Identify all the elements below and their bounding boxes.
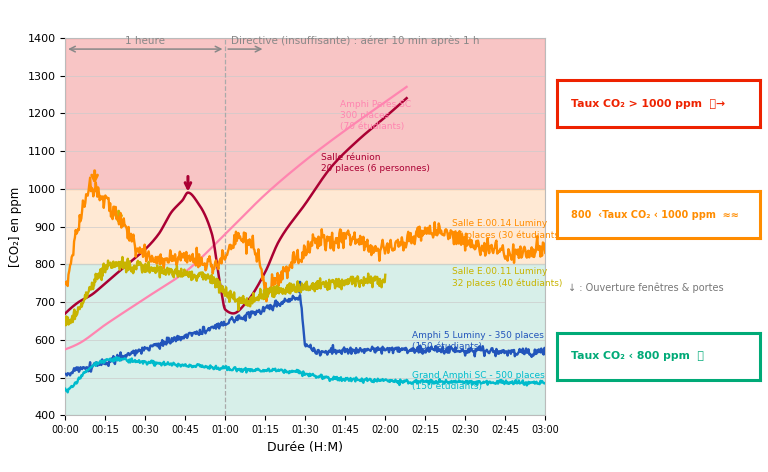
Text: Salle E.00.14 Luminy
20 places (30 étudiants): Salle E.00.14 Luminy 20 places (30 étudi… [452,219,562,240]
Bar [65,189,545,264]
Text: Directive (insuffisante) : aérer 10 min après 1 h: Directive (insuffisante) : aérer 10 min … [230,35,479,46]
Text: Amphi Peres SC
300 places
(70 étudiants): Amphi Peres SC 300 places (70 étudiants) [340,100,411,131]
Text: Salle E.00.11 Luminy
32 places (40 étudiants): Salle E.00.11 Luminy 32 places (40 étudi… [452,267,562,288]
X-axis label: Durée (H:M): Durée (H:M) [267,441,343,454]
Y-axis label: [CO₂] en ppm: [CO₂] en ppm [9,186,22,267]
Bar [65,38,545,189]
Text: Taux CO₂ > 1000 ppm  🚪→: Taux CO₂ > 1000 ppm 🚪→ [571,99,725,109]
Text: Taux CO₂ ‹ 800 ppm  👥: Taux CO₂ ‹ 800 ppm 👥 [571,351,704,362]
Bar [65,264,545,415]
Text: ↓ : Ouverture fenêtres & portes: ↓ : Ouverture fenêtres & portes [568,283,724,293]
Text: Grand Amphi SC - 500 places
(150 étudiants): Grand Amphi SC - 500 places (150 étudian… [412,371,545,391]
Text: Salle réunion
20 places (6 personnes): Salle réunion 20 places (6 personnes) [321,153,430,173]
Text: Amphi 5 Luminy - 350 places
(150 étudiants): Amphi 5 Luminy - 350 places (150 étudian… [412,331,544,351]
Text: 800  ‹Taux CO₂ ‹ 1000 ppm  ≈≈: 800 ‹Taux CO₂ ‹ 1000 ppm ≈≈ [571,210,739,220]
Text: 1 heure: 1 heure [125,36,165,46]
